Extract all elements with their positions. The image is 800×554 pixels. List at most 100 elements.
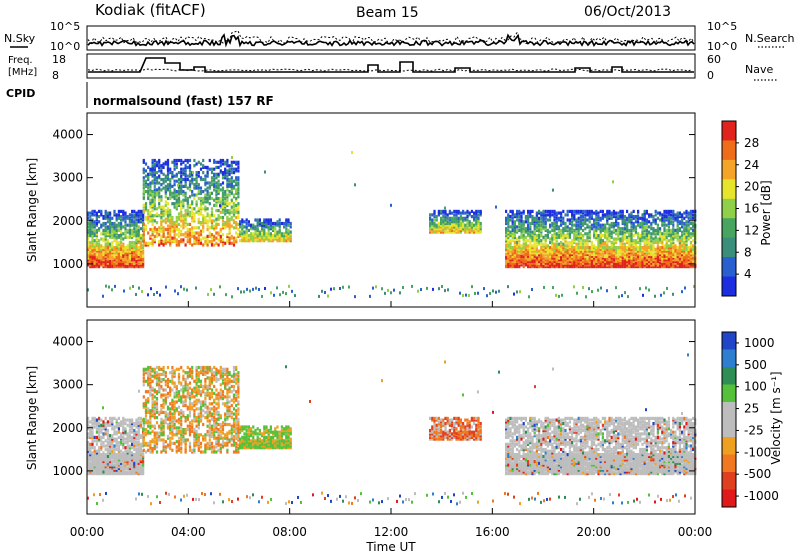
velocity-echo-cell (122, 427, 125, 431)
power-echo-cell (104, 232, 107, 236)
power-echo-cell (182, 184, 185, 188)
power-echo-cell (529, 221, 532, 226)
power-echo-cell (538, 227, 541, 231)
power-echo-cell (505, 252, 508, 257)
power-echo-cell (117, 265, 120, 269)
power-echo-cell (431, 221, 434, 226)
velocity-echo-cell (122, 446, 125, 450)
power-echo-cell (98, 261, 101, 265)
power-echo-cell (151, 217, 154, 221)
power-echo-cell (573, 256, 576, 260)
velocity-echo-cell (131, 425, 134, 429)
power-echo-cell (621, 211, 624, 215)
power-echo-cell (566, 252, 569, 257)
power-echo-cell (621, 232, 624, 236)
power-echo-cell (173, 191, 176, 195)
power-echo-cell (184, 191, 187, 195)
power-echo-cell (584, 265, 587, 269)
power-echo-cell (186, 229, 189, 233)
power-echo-cell (104, 227, 107, 231)
power-echo-cell (632, 216, 635, 220)
power-echo-cell (120, 240, 123, 245)
velocity-echo-cell (109, 437, 112, 441)
power-echo-cell (95, 256, 98, 260)
velocity-echo-cell (89, 465, 92, 469)
power-echo-cell (630, 234, 633, 238)
power-echo-cell (518, 215, 521, 219)
power-echo-cell (634, 254, 637, 258)
power-echo-cell (656, 263, 659, 267)
power-echo-cell (676, 215, 679, 219)
velocity-echo-cell (113, 446, 116, 450)
power-echo-cell (522, 221, 525, 226)
power-echo-cell (681, 244, 684, 248)
velocity-echo-cell (128, 423, 131, 427)
power-echo-cell (579, 247, 582, 251)
power-echo-cell (617, 215, 620, 219)
power-echo-cell (228, 209, 231, 213)
power-echo-cell (89, 258, 92, 262)
power-echo-cell (442, 230, 445, 234)
power-echo-cell (606, 228, 609, 232)
power-echo-cell (560, 223, 563, 227)
power-echo-cell (579, 216, 582, 220)
power-echo-cell (562, 252, 565, 257)
power-echo-cell (87, 246, 90, 250)
velocity-echo-cell (115, 468, 118, 472)
power-echo-cell (549, 252, 552, 257)
power-echo-cell (599, 259, 602, 263)
power-echo-cell (555, 225, 558, 229)
power-echo-cell (164, 186, 167, 190)
power-echo-cell (106, 234, 109, 238)
velocity-echo-cell (100, 430, 103, 434)
power-echo-cell (258, 239, 261, 243)
power-echo-cell (263, 220, 266, 224)
power-scatter-cell (261, 294, 263, 298)
power-echo-cell (538, 256, 541, 260)
nave-right-tick-top: 60 (707, 53, 721, 66)
power-echo-cell (678, 228, 681, 232)
power-echo-cell (164, 176, 167, 180)
velocity-echo-cell (120, 437, 123, 441)
power-echo-cell (239, 239, 242, 243)
power-echo-cell (582, 234, 585, 238)
power-echo-cell (681, 237, 684, 241)
velocity-echo-cell (93, 454, 96, 458)
power-echo-cell (139, 216, 142, 220)
power-echo-cell (681, 221, 684, 226)
velocity-echo-cell (100, 466, 103, 470)
power-echo-cell (533, 258, 536, 262)
velocity-echo-cell (98, 423, 101, 427)
power-echo-cell (678, 247, 681, 251)
power-echo-cell (440, 209, 443, 213)
power-echo-cell (217, 179, 220, 183)
power-echo-cell (95, 242, 98, 246)
power-echo-cell (104, 235, 107, 239)
power-echo-cell (663, 223, 666, 227)
power-echo-cell (204, 205, 207, 209)
power-echo-cell (628, 230, 631, 234)
power-echo-cell (243, 220, 246, 224)
velocity-echo-cell (133, 437, 136, 441)
power-echo-cell (210, 191, 214, 195)
power-echo-cell (224, 209, 227, 213)
velocity-echo-cell (137, 461, 140, 465)
power-echo-cell (661, 261, 664, 265)
power-echo-cell (610, 221, 613, 226)
power-echo-cell (186, 202, 189, 206)
power-echo-cell (254, 234, 257, 238)
power-echo-cell (252, 223, 255, 227)
power-echo-cell (551, 246, 554, 250)
power-echo-cell (457, 223, 460, 227)
power-echo-cell (213, 214, 216, 218)
power-echo-cell (287, 235, 290, 239)
power-echo-cell (531, 259, 534, 263)
power-echo-cell (102, 247, 105, 251)
power-echo-cell (226, 233, 229, 237)
power-echo-cell (568, 252, 571, 257)
power-echo-cell (687, 261, 690, 265)
power-echo-cell (435, 228, 438, 232)
velocity-echo-cell (87, 416, 90, 420)
velocity-echo-cell (133, 456, 136, 460)
power-echo-cell (538, 235, 541, 239)
